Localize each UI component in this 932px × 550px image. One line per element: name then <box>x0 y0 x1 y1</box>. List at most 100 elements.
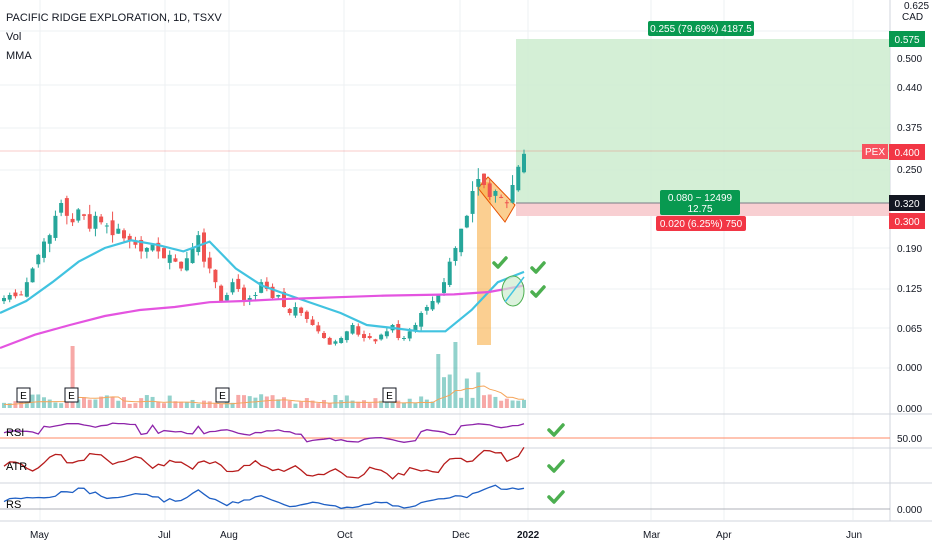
ratio-label[interactable]: 0.080 ~ 12499 12.75 <box>660 190 740 215</box>
volume-bar <box>87 399 92 408</box>
candle <box>493 189 498 203</box>
candle <box>442 277 446 296</box>
svg-text:12.75: 12.75 <box>687 204 712 215</box>
volume-bar <box>42 397 46 408</box>
volume-bar <box>76 399 81 408</box>
target-label[interactable]: 0.255 (79.69%) 4187.5 <box>648 21 754 36</box>
volume-bar <box>293 403 298 408</box>
candle <box>310 316 315 326</box>
volume-bar <box>133 403 138 408</box>
svg-text:0.190: 0.190 <box>897 244 922 255</box>
svg-text:50.00: 50.00 <box>897 434 922 445</box>
candle <box>47 233 52 253</box>
volume-bar <box>362 400 366 408</box>
candle <box>156 237 161 259</box>
svg-text:PEX: PEX <box>865 147 885 158</box>
candle <box>139 236 144 259</box>
svg-text:0.400: 0.400 <box>894 148 919 159</box>
svg-text:0.000: 0.000 <box>897 363 922 374</box>
candle <box>236 274 241 292</box>
candle <box>356 323 361 337</box>
volume-bar <box>127 403 132 408</box>
candle <box>253 292 258 301</box>
svg-text:Aug: Aug <box>220 530 238 541</box>
volume-bar <box>242 395 246 408</box>
event-markers[interactable]: E E E E <box>16 387 397 403</box>
volume-bar <box>64 399 69 408</box>
volume-bar <box>184 402 189 408</box>
volume-bar <box>379 400 384 408</box>
volume-bar <box>104 395 109 408</box>
rs-line <box>3 484 525 510</box>
candle <box>396 320 401 341</box>
volume-bar <box>299 401 304 408</box>
volume-bar <box>253 397 258 408</box>
volume-bar <box>310 400 315 408</box>
svg-text:0.080 ~ 12499: 0.080 ~ 12499 <box>668 193 733 204</box>
volume-bar <box>333 394 338 408</box>
event-marker: E <box>68 391 75 402</box>
volume-bar <box>264 396 269 408</box>
stop-label[interactable]: 0.020 (6.25%) 750 <box>656 216 746 231</box>
candle <box>230 278 235 295</box>
volume-bar <box>373 398 378 408</box>
volume-bar <box>70 346 75 408</box>
volume-bar <box>316 403 321 408</box>
candle <box>373 338 378 344</box>
volume-bar <box>36 394 41 408</box>
candle <box>133 236 138 249</box>
volume-bar <box>453 342 458 408</box>
volume-bar <box>402 402 406 408</box>
svg-text:Apr: Apr <box>716 530 732 541</box>
ma-slow-line <box>0 284 525 350</box>
candle <box>316 321 321 334</box>
candle <box>287 307 292 316</box>
candle <box>70 213 75 227</box>
volume-bar <box>122 397 126 408</box>
candle <box>42 238 46 263</box>
svg-text:0.065: 0.065 <box>897 324 922 335</box>
volume-ma-line <box>3 385 525 406</box>
svg-text:0.575: 0.575 <box>894 35 919 46</box>
svg-text:0.250: 0.250 <box>897 165 922 176</box>
volume-bar <box>499 400 504 408</box>
volume-bar <box>430 401 435 408</box>
candle <box>242 284 246 306</box>
volume-bar <box>322 399 326 408</box>
volume-bar <box>270 395 275 408</box>
candle <box>362 330 366 342</box>
check-icon <box>530 261 546 274</box>
candle <box>453 246 458 266</box>
candle <box>150 244 155 252</box>
volume-bar <box>173 401 178 408</box>
volume-bar <box>276 399 281 408</box>
volume-bar <box>150 396 155 408</box>
candle <box>76 208 81 223</box>
svg-text:Dec: Dec <box>452 530 470 541</box>
mma-legend[interactable]: MMA <box>6 50 32 62</box>
candle <box>522 149 526 174</box>
checkmarks <box>492 256 565 504</box>
candle <box>264 277 269 292</box>
volume-bar <box>327 403 332 408</box>
volume-bar <box>516 400 521 408</box>
vol-legend[interactable]: Vol <box>6 31 22 43</box>
check-icon <box>547 490 565 504</box>
candle <box>53 210 58 241</box>
price-axis[interactable]: 0.625 CAD 0.500 0.440 0.375 0.250 0.190 … <box>897 1 929 516</box>
check-icon <box>530 285 546 298</box>
target-zone[interactable] <box>516 39 890 203</box>
time-axis[interactable]: May Jul Aug Oct Dec 2022 Mar Apr Jun <box>30 530 862 541</box>
candle <box>7 292 12 303</box>
volume-bar <box>407 398 412 408</box>
candle <box>379 333 384 341</box>
svg-text:Jul: Jul <box>158 530 171 541</box>
candle <box>116 223 121 234</box>
candle <box>344 330 349 343</box>
volume-bar <box>219 403 224 408</box>
volume-bar <box>110 396 115 408</box>
atr-label: ATR <box>6 461 27 473</box>
chart-title[interactable]: PACIFIC RIDGE EXPLORATION, 1D, TSXV <box>6 12 222 24</box>
volume-bar <box>522 399 526 408</box>
